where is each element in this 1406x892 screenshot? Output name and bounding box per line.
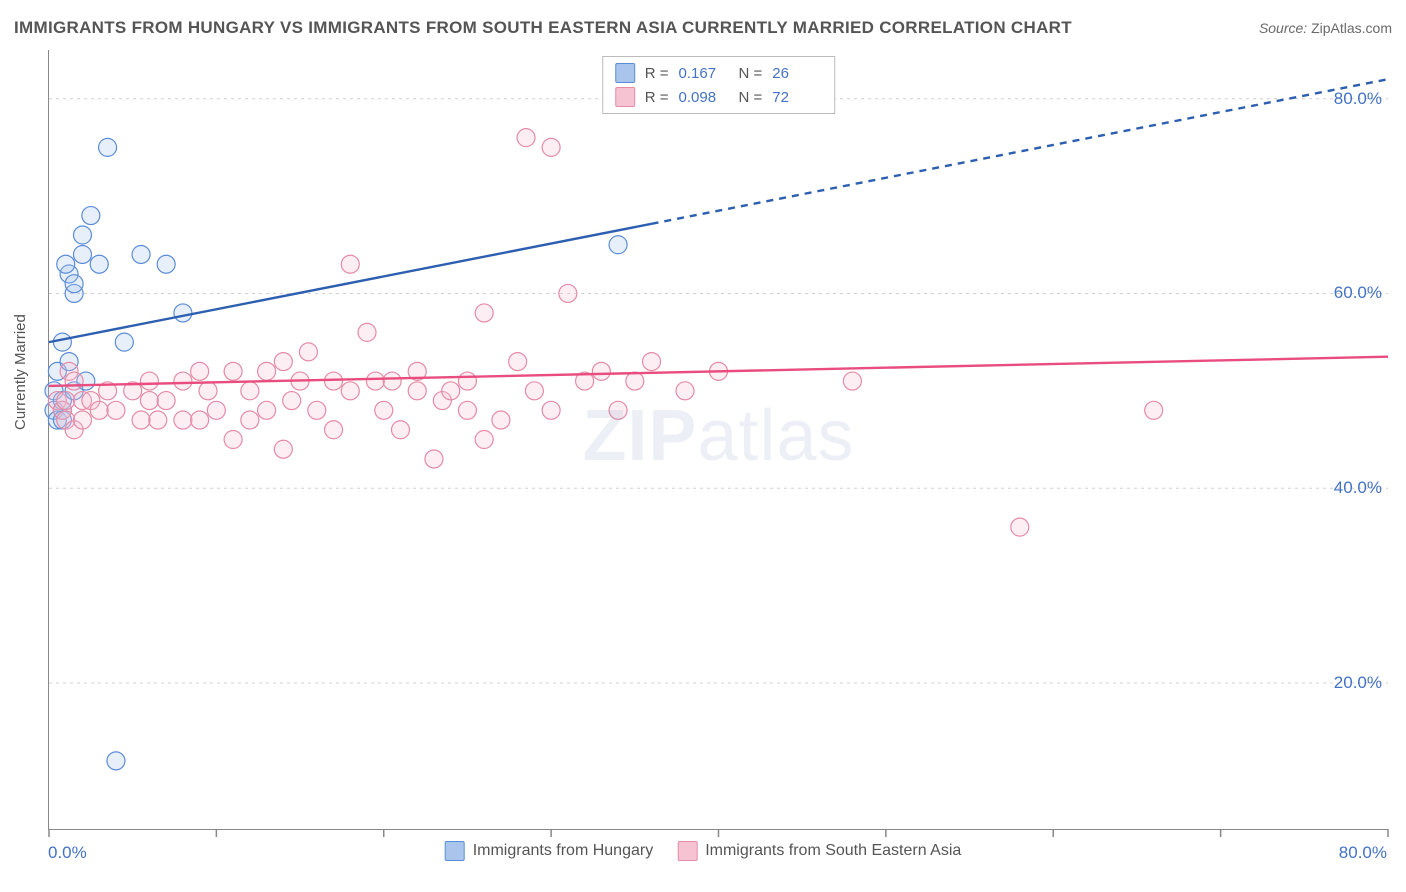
legend-series-label: Immigrants from South Eastern Asia <box>705 842 961 860</box>
legend-r-value: 0.167 <box>679 65 729 82</box>
legend-n-label: N = <box>739 89 763 106</box>
legend-series-item: Immigrants from South Eastern Asia <box>677 841 961 861</box>
x-tick-label: 80.0% <box>1339 843 1387 863</box>
legend-swatch <box>445 841 465 861</box>
legend-swatch <box>615 63 635 83</box>
legend-stat-row: R = 0.098 N = 72 <box>615 85 823 109</box>
y-tick-label: 20.0% <box>1334 673 1382 693</box>
legend-swatch <box>615 87 635 107</box>
legend-swatch <box>677 841 697 861</box>
legend-series: Immigrants from Hungary Immigrants from S… <box>445 841 962 861</box>
legend-n-label: N = <box>739 65 763 82</box>
legend-series-label: Immigrants from Hungary <box>473 842 654 860</box>
chart-title: IMMIGRANTS FROM HUNGARY VS IMMIGRANTS FR… <box>14 18 1072 38</box>
source-value: ZipAtlas.com <box>1311 20 1392 36</box>
legend-n-value: 26 <box>772 65 822 82</box>
x-tick-label: 0.0% <box>48 843 87 863</box>
legend-r-label: R = <box>645 65 669 82</box>
scatter-chart <box>49 50 1388 829</box>
legend-r-value: 0.098 <box>679 89 729 106</box>
legend-series-item: Immigrants from Hungary <box>445 841 654 861</box>
legend-correlation-box: R = 0.167 N = 26 R = 0.098 N = 72 <box>602 56 836 114</box>
source-label: Source: <box>1259 20 1307 36</box>
legend-n-value: 72 <box>772 89 822 106</box>
title-bar: IMMIGRANTS FROM HUNGARY VS IMMIGRANTS FR… <box>14 18 1392 38</box>
y-axis-label: Currently Married <box>12 314 29 430</box>
plot-area: ZIPatlas R = 0.167N = 26R = 0.098N = 72 <box>48 50 1388 830</box>
source-credit: Source: ZipAtlas.com <box>1259 20 1392 36</box>
y-tick-label: 60.0% <box>1334 283 1382 303</box>
legend-r-label: R = <box>645 89 669 106</box>
y-tick-label: 80.0% <box>1334 89 1382 109</box>
y-tick-label: 40.0% <box>1334 478 1382 498</box>
legend-stat-row: R = 0.167 N = 26 <box>615 61 823 85</box>
